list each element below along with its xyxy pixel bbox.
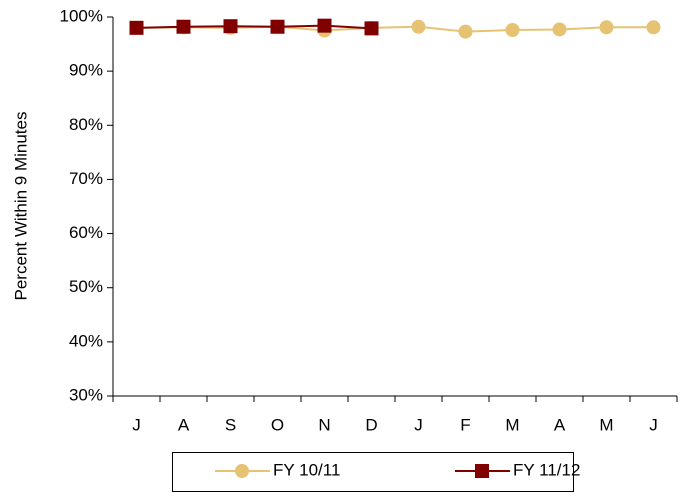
data-point — [364, 21, 379, 36]
y-tick-label: 70% — [69, 169, 103, 188]
y-tick-label: 60% — [69, 223, 103, 242]
y-tick-label: 90% — [69, 61, 103, 80]
data-point — [458, 24, 473, 39]
data-point — [317, 18, 332, 33]
data-point — [176, 19, 191, 34]
legend-marker — [235, 464, 249, 478]
x-tick-label: S — [225, 415, 236, 434]
x-tick-label: N — [318, 415, 330, 434]
legend-label: FY 11/12 — [513, 460, 580, 479]
x-tick-label: J — [132, 415, 141, 434]
series-line — [136, 25, 654, 33]
y-tick-label: 30% — [69, 385, 103, 404]
x-tick-label: O — [271, 415, 284, 434]
x-tick-label: F — [460, 415, 470, 434]
data-point — [223, 19, 238, 34]
data-point — [505, 22, 520, 37]
legend-label: FY 10/11 — [273, 460, 340, 479]
y-tick-label: 50% — [69, 277, 103, 296]
x-tick-label: D — [365, 415, 377, 434]
x-tick-label: M — [505, 415, 519, 434]
data-point — [270, 19, 285, 34]
x-tick-label: A — [178, 415, 190, 434]
series-line — [136, 24, 372, 30]
y-axis-label: Percent Within 9 Minutes — [11, 112, 30, 301]
legend-marker — [475, 464, 489, 478]
data-point — [646, 20, 661, 35]
x-tick-label: J — [649, 415, 658, 434]
y-tick-label: 40% — [69, 331, 103, 350]
data-point — [129, 20, 144, 35]
x-tick-label: J — [414, 415, 423, 434]
data-point — [552, 22, 567, 37]
y-tick-label: 80% — [69, 115, 103, 134]
data-point — [411, 19, 426, 34]
y-tick-label: 100% — [60, 6, 103, 25]
x-tick-label: M — [599, 415, 613, 434]
legend-box — [172, 452, 574, 492]
data-point — [599, 20, 614, 35]
x-tick-label: A — [554, 415, 566, 434]
